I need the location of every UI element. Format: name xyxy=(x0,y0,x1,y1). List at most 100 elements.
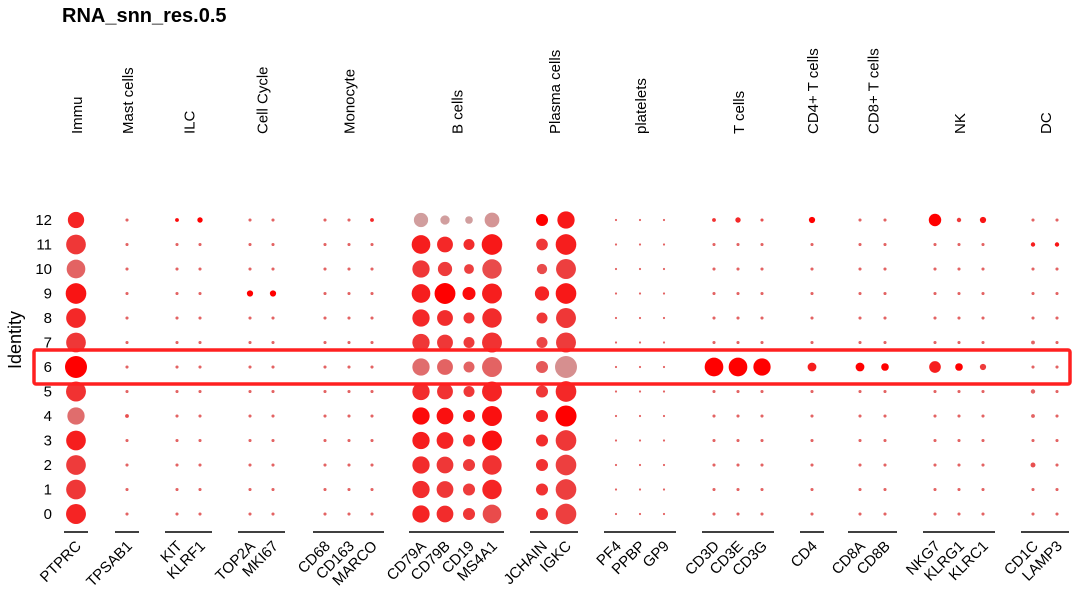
dot xyxy=(760,291,764,296)
dot xyxy=(436,505,454,523)
dot xyxy=(555,430,577,451)
dot xyxy=(760,438,764,443)
dot xyxy=(736,487,740,492)
dot xyxy=(482,455,502,475)
dot xyxy=(881,363,889,371)
dot xyxy=(810,267,814,271)
dot xyxy=(614,292,618,295)
dot xyxy=(271,512,275,516)
dot xyxy=(323,242,327,247)
dot xyxy=(662,292,666,295)
dot xyxy=(883,267,887,271)
y-tick-label: 12 xyxy=(35,212,52,229)
dot xyxy=(712,316,716,320)
dot xyxy=(412,407,430,425)
dot xyxy=(271,463,275,467)
dot xyxy=(198,463,202,467)
dot xyxy=(662,512,666,516)
dot xyxy=(175,365,179,369)
dot xyxy=(933,512,937,516)
dot xyxy=(638,390,642,393)
dot xyxy=(535,409,549,423)
dot xyxy=(858,463,862,467)
dot xyxy=(810,340,814,345)
dot xyxy=(735,217,741,223)
dot xyxy=(125,242,129,247)
dot xyxy=(463,361,475,373)
dot xyxy=(981,414,985,418)
dot xyxy=(712,487,716,492)
y-tick-label: 8 xyxy=(44,310,52,327)
group-label: CD8+ T cells xyxy=(866,48,883,134)
dot xyxy=(883,340,887,345)
dot xyxy=(66,430,86,451)
dot xyxy=(883,512,887,516)
dot xyxy=(957,291,961,296)
dot xyxy=(370,340,374,345)
dot xyxy=(883,242,887,247)
dot xyxy=(271,414,275,418)
dot xyxy=(810,242,814,247)
dot xyxy=(760,218,764,222)
group-label: Monocyte xyxy=(342,69,359,134)
dot xyxy=(957,267,961,271)
dot xyxy=(370,291,374,296)
dot xyxy=(175,242,179,247)
group-labels: Immu Mast cells ILC Cell Cycle Monocyte B cel… xyxy=(69,48,1055,134)
dot xyxy=(736,438,740,443)
dot xyxy=(712,438,716,443)
dot xyxy=(736,291,740,296)
dot xyxy=(370,463,374,467)
dot xyxy=(981,340,985,345)
dot xyxy=(482,504,502,524)
dot xyxy=(347,316,351,320)
group-label: Plasma cells xyxy=(547,50,564,134)
dot xyxy=(323,316,327,320)
dot xyxy=(933,438,937,443)
dot xyxy=(736,463,740,467)
x-tick-label: TPSAB1 xyxy=(83,538,136,591)
dot xyxy=(858,438,862,443)
dot xyxy=(614,439,618,442)
dot xyxy=(347,414,351,418)
dot xyxy=(981,438,985,443)
dot xyxy=(536,238,548,251)
dot xyxy=(614,316,618,320)
dot xyxy=(269,290,277,297)
dot xyxy=(482,479,502,500)
dot xyxy=(1054,242,1060,247)
dot xyxy=(412,505,430,523)
dot xyxy=(436,407,454,425)
dot xyxy=(957,487,961,492)
dot xyxy=(1031,438,1035,443)
dot xyxy=(323,291,327,296)
dot xyxy=(535,213,549,227)
dot xyxy=(981,389,985,394)
dot xyxy=(437,359,453,375)
dot xyxy=(557,211,575,229)
dot xyxy=(248,365,252,369)
dot xyxy=(271,242,275,247)
dot xyxy=(712,242,716,247)
dot xyxy=(411,284,431,303)
dot xyxy=(858,267,862,271)
dot xyxy=(957,512,961,516)
dot xyxy=(883,487,887,492)
dot xyxy=(662,218,666,222)
dot xyxy=(198,512,202,516)
dot xyxy=(957,463,961,467)
dot xyxy=(437,261,453,277)
dot xyxy=(535,507,549,521)
dot xyxy=(462,434,476,447)
dot xyxy=(956,217,962,223)
dot xyxy=(125,218,129,222)
dot xyxy=(347,242,351,247)
dot xyxy=(614,488,618,491)
dot xyxy=(555,381,577,402)
dot xyxy=(125,389,129,394)
group-label: B cells xyxy=(450,90,467,134)
dot xyxy=(66,381,86,402)
dot xyxy=(1055,340,1059,345)
dot xyxy=(67,407,85,425)
